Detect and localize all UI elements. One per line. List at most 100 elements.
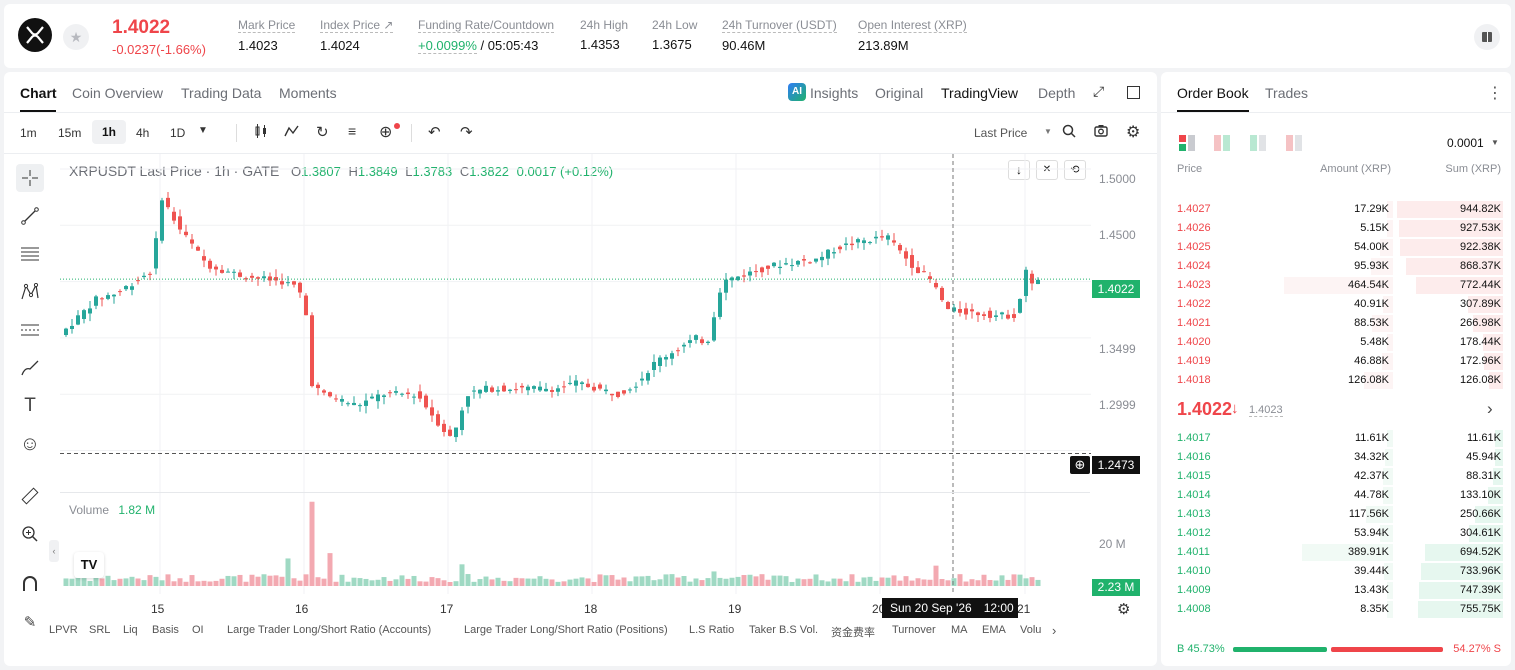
price-type-select[interactable]: Last Price — [974, 126, 1028, 140]
view-insights[interactable]: Insights — [810, 85, 859, 101]
interval-dropdown-icon[interactable]: ▼ — [198, 125, 208, 136]
view-both-icon[interactable] — [1179, 135, 1195, 154]
indicator-scroll-right-icon[interactable]: › — [1052, 624, 1057, 638]
bid-row[interactable]: 1.4008 8.35K 755.75K — [1161, 600, 1511, 619]
bid-row[interactable]: 1.4015 42.37K 88.31K — [1161, 467, 1511, 486]
indicator-oi[interactable]: OI — [192, 624, 204, 636]
tab-coin-overview[interactable]: Coin Overview — [72, 85, 164, 101]
indicator-volume[interactable]: Volu — [1020, 624, 1042, 636]
interval-4h[interactable]: 4h — [136, 126, 150, 140]
view-original[interactable]: Original — [875, 85, 924, 101]
book-icon[interactable] — [1474, 24, 1500, 50]
zoom-in-tool-icon[interactable] — [16, 520, 44, 548]
projection-tool-icon[interactable] — [16, 316, 44, 344]
bid-row[interactable]: 1.4016 34.32K 45.94K — [1161, 448, 1511, 467]
fullscreen-icon[interactable]: ⤢ — [1093, 83, 1105, 99]
mid-mark-price[interactable]: 1.4023 — [1249, 404, 1283, 417]
bid-row[interactable]: 1.4010 39.44K 733.96K — [1161, 562, 1511, 581]
ask-row[interactable]: 1.4022 40.91K 307.89K — [1161, 295, 1511, 314]
stat-mark-price[interactable]: Mark Price 1.4023 — [238, 18, 296, 53]
search-icon[interactable] — [1062, 124, 1076, 141]
view-tradingview[interactable]: TradingView — [941, 85, 1019, 101]
tab-chart[interactable]: Chart — [20, 85, 57, 101]
indicator-funding-rate[interactable]: 资金费率 — [831, 627, 875, 639]
chevron-right-icon[interactable]: › — [1487, 399, 1493, 418]
crosshair-tool-icon[interactable] — [16, 164, 44, 192]
indicator-taker-bs-vol[interactable]: Taker B.S Vol. — [749, 624, 819, 636]
indicator-ltlsr-positions[interactable]: Large Trader Long/Short Ratio (Positions… — [464, 624, 668, 636]
collapse-toolbar-icon[interactable]: ‹ — [49, 540, 59, 562]
candlestick-chart[interactable] — [60, 154, 1091, 594]
indicator-liq[interactable]: Liq — [123, 624, 138, 636]
undo-icon[interactable]: ↶ — [428, 124, 441, 141]
window-icon[interactable] — [1127, 86, 1140, 99]
stat-24h-turnover[interactable]: 24h Turnover (USDT) 90.46M — [722, 18, 837, 53]
interval-15m[interactable]: 15m — [58, 126, 82, 140]
camera-icon[interactable] — [1094, 124, 1108, 140]
volume-bar — [273, 575, 279, 586]
ask-row[interactable]: 1.4018 126.08K 126.08K — [1161, 371, 1511, 390]
add-alert-icon[interactable]: ⊕ — [379, 124, 393, 141]
ask-row[interactable]: 1.4026 5.15K 927.53K — [1161, 219, 1511, 238]
bid-row[interactable]: 1.4012 53.94K 304.61K — [1161, 524, 1511, 543]
chart-settings-gear-icon[interactable]: ⚙ — [1126, 124, 1141, 141]
interval-1h-active[interactable]: 1h — [92, 120, 126, 144]
magnet-tool-icon[interactable] — [16, 570, 44, 598]
brush-tool-icon[interactable] — [16, 354, 44, 382]
tab-order-book[interactable]: Order Book — [1177, 85, 1249, 101]
stat-open-interest[interactable]: Open Interest (XRP) 213.89M — [858, 18, 967, 53]
tab-trades[interactable]: Trades — [1265, 85, 1309, 101]
redo-icon[interactable]: ↷ — [460, 124, 473, 141]
view-bids-icon[interactable] — [1250, 135, 1266, 154]
precision-chevron-icon[interactable]: ▼ — [1491, 138, 1499, 147]
indicator-ema[interactable]: EMA — [982, 624, 1006, 636]
replay-icon[interactable]: ↻ — [316, 124, 329, 141]
order-price: 1.4016 — [1177, 451, 1211, 463]
favorite-star-icon[interactable]: ★ — [63, 24, 89, 50]
pattern-tool-icon[interactable] — [16, 278, 44, 306]
indicator-turnover[interactable]: Turnover — [892, 624, 936, 636]
bid-row[interactable]: 1.4014 44.78K 133.10K — [1161, 486, 1511, 505]
more-options-icon[interactable]: ⋮ — [1487, 85, 1503, 102]
interval-1d[interactable]: 1D — [170, 126, 186, 140]
ask-row[interactable]: 1.4019 46.88K 172.96K — [1161, 352, 1511, 371]
indicator-lpvr[interactable]: LPVR — [49, 624, 78, 636]
indicator-ma[interactable]: MA — [951, 624, 968, 636]
fib-tool-icon[interactable] — [16, 240, 44, 268]
candles-type-icon[interactable] — [254, 124, 268, 141]
edit-pencil-icon[interactable]: ✎ — [23, 614, 37, 631]
time-axis-settings-icon[interactable]: ⚙ — [1117, 601, 1131, 618]
indicator-basis[interactable]: Basis — [152, 624, 179, 636]
text-tool-icon[interactable]: T — [24, 395, 36, 416]
ask-row[interactable]: 1.4027 17.29K 944.82K — [1161, 200, 1511, 219]
ruler-tool-icon[interactable] — [16, 482, 44, 510]
view-asks-icon[interactable] — [1286, 135, 1302, 154]
stat-index-price[interactable]: Index Price ↗ 1.4024 — [320, 18, 394, 53]
indicator-ls-ratio[interactable]: L.S Ratio — [689, 624, 735, 636]
precision-select[interactable]: 0.0001 — [1447, 136, 1484, 150]
ask-row[interactable]: 1.4021 88.53K 266.98K — [1161, 314, 1511, 333]
ask-row[interactable]: 1.4025 54.00K 922.38K — [1161, 238, 1511, 257]
price-type-chevron-icon[interactable]: ▼ — [1044, 127, 1052, 136]
ask-row[interactable]: 1.4024 95.93K 868.37K — [1161, 257, 1511, 276]
tab-trading-data[interactable]: Trading Data — [181, 85, 262, 101]
view-split-icon[interactable] — [1214, 135, 1230, 154]
templates-icon[interactable]: ≡ — [348, 123, 357, 139]
indicator-ltlsr-accounts[interactable]: Large Trader Long/Short Ratio (Accounts) — [227, 624, 432, 636]
bid-row[interactable]: 1.4013 117.56K 250.66K — [1161, 505, 1511, 524]
interval-1m[interactable]: 1m — [20, 126, 37, 140]
bid-row[interactable]: 1.4011 389.91K 694.52K — [1161, 543, 1511, 562]
indicators-icon[interactable] — [284, 124, 300, 141]
reset-chart-button[interactable]: ⟲ — [1064, 160, 1086, 180]
crosshair-add-icon[interactable]: ⊕ — [1070, 456, 1090, 474]
indicator-srl[interactable]: SRL — [89, 624, 111, 636]
trendline-tool-icon[interactable] — [16, 202, 44, 230]
view-depth[interactable]: Depth — [1038, 85, 1076, 101]
tab-moments[interactable]: Moments — [279, 85, 337, 101]
ask-row[interactable]: 1.4020 5.48K 178.44K — [1161, 333, 1511, 352]
bid-row[interactable]: 1.4017 11.61K 11.61K — [1161, 429, 1511, 448]
emoji-tool-icon[interactable]: ☺ — [19, 432, 41, 455]
bid-row[interactable]: 1.4009 13.43K 747.39K — [1161, 581, 1511, 600]
ask-row[interactable]: 1.4023 464.54K 772.44K — [1161, 276, 1511, 295]
stat-funding-rate[interactable]: Funding Rate/Countdown +0.0099% / 05:05:… — [418, 18, 555, 54]
